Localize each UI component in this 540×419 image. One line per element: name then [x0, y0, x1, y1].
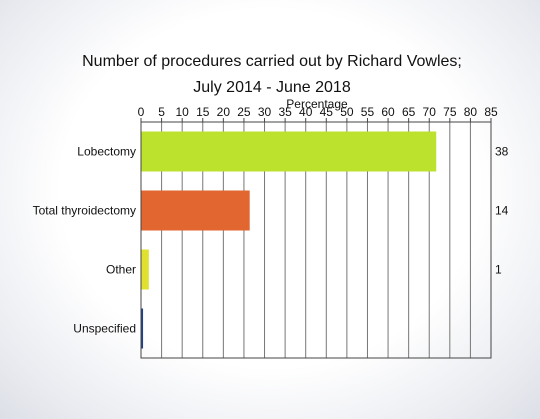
x-tick-label: 85 — [484, 105, 498, 119]
x-tick-label: 30 — [258, 105, 272, 119]
x-tick-label: 65 — [402, 105, 416, 119]
x-tick-label: 55 — [361, 105, 375, 119]
x-tick-label: 50 — [340, 105, 354, 119]
chart-title-line-2: July 2014 - June 2018 — [193, 79, 351, 96]
category-label: Lobectomy — [77, 145, 136, 159]
x-tick-label: 0 — [138, 105, 145, 119]
count-label: 14 — [495, 204, 509, 218]
category-label: Unspecified — [73, 322, 136, 336]
category-label: Total thyroidectomy — [33, 204, 136, 218]
category-label: Other — [106, 263, 136, 277]
bar-total-thyroidectomy — [141, 190, 250, 231]
x-axis-title: Percentage — [286, 97, 348, 111]
plot-frame — [140, 121, 492, 359]
bar-unspecified — [141, 308, 144, 349]
category-labels: Lobectomy Total thyroidectomy Other Unspeci… — [33, 145, 136, 336]
x-tick-label: 20 — [217, 105, 231, 119]
x-tick-labels: 0 5 10 15 20 25 30 35 40 45 50 55 60 65 70 75 80 85 — [138, 105, 498, 119]
x-tick-label: 35 — [278, 105, 292, 119]
x-tick-label: 40 — [299, 105, 313, 119]
count-label: 1 — [495, 263, 502, 277]
x-tick-label: 15 — [196, 105, 210, 119]
x-tick-label: 75 — [443, 105, 457, 119]
bar-other — [141, 249, 149, 290]
x-tick-label: 70 — [423, 105, 437, 119]
x-tick-label: 60 — [381, 105, 395, 119]
bars — [141, 131, 437, 349]
chart-title-line-1: Number of procedures carried out by Rich… — [82, 53, 462, 70]
x-tick-label: 80 — [464, 105, 478, 119]
x-tick-label: 45 — [320, 105, 334, 119]
count-label: 38 — [495, 145, 509, 159]
x-tick-label: 10 — [175, 105, 189, 119]
x-tick-label: 25 — [237, 105, 251, 119]
x-tick-label: 5 — [158, 105, 165, 119]
count-labels: 38 14 1 — [495, 145, 509, 277]
bar-lobectomy — [141, 131, 437, 172]
